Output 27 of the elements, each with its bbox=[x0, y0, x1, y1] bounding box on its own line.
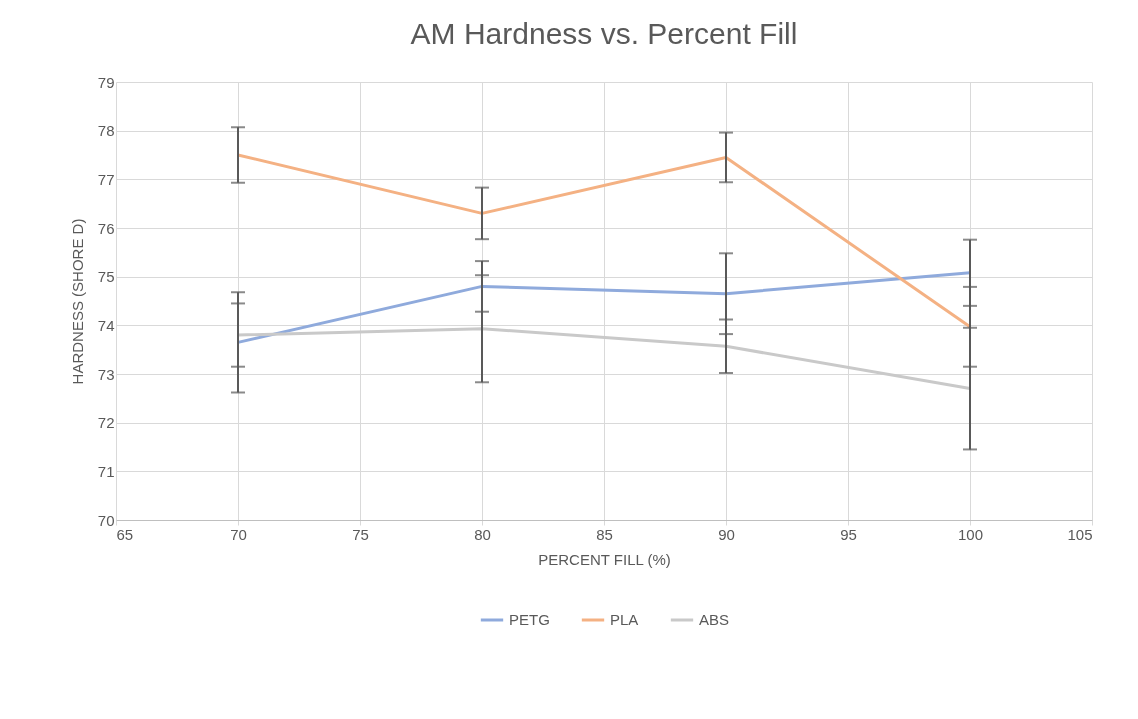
line-series bbox=[236, 271, 972, 344]
y-tick-label: 77 bbox=[97, 170, 115, 188]
x-tick-label: 95 bbox=[840, 525, 857, 543]
y-tick-label: 78 bbox=[97, 122, 115, 140]
y-tick-label: 76 bbox=[97, 219, 115, 237]
x-tick-label: 90 bbox=[718, 525, 735, 543]
y-axis-title: HARDNESS (SHORE D) bbox=[68, 218, 86, 385]
y-tick-label: 75 bbox=[97, 268, 115, 286]
line-series bbox=[236, 327, 972, 391]
x-tick-label: 80 bbox=[474, 525, 491, 543]
x-tick-label: 105 bbox=[1067, 525, 1093, 543]
x-tick-label: 75 bbox=[352, 525, 369, 543]
y-tick-label: 79 bbox=[97, 73, 115, 91]
chart-title: AM Hardness vs. Percent Fill bbox=[410, 17, 798, 50]
legend-label: PLA bbox=[610, 611, 639, 628]
y-tick-label: 72 bbox=[97, 414, 115, 432]
y-tick-label: 73 bbox=[97, 365, 115, 383]
x-tick-label: 70 bbox=[230, 525, 247, 543]
y-tick-label: 71 bbox=[97, 462, 115, 480]
x-tick-label: 100 bbox=[957, 525, 984, 543]
y-tick-label: 70 bbox=[97, 511, 115, 529]
y-tick-label: 74 bbox=[97, 316, 115, 334]
legend-label: PETG bbox=[509, 611, 550, 628]
legend-label: ABS bbox=[699, 611, 730, 628]
x-axis-title: PERCENT FILL (%) bbox=[538, 550, 671, 568]
x-tick-label: 85 bbox=[596, 525, 613, 543]
x-tick-label: 65 bbox=[116, 525, 134, 543]
